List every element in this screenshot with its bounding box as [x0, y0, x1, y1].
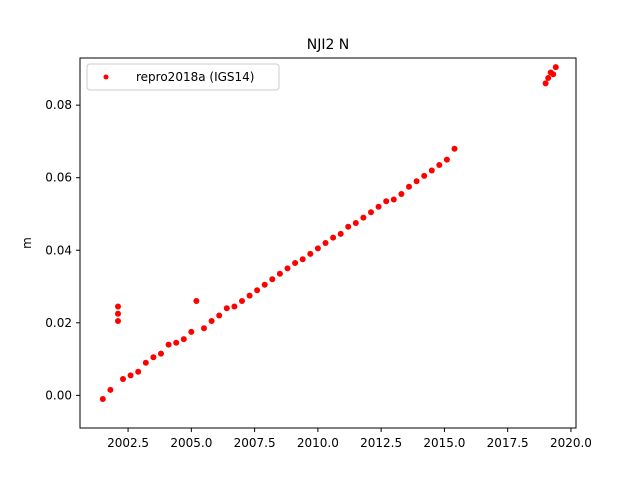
data-point: [99, 396, 106, 402]
data-point: [150, 354, 157, 361]
y-axis-label: m: [20, 237, 34, 249]
data-point: [383, 198, 390, 205]
data-point: [550, 71, 557, 78]
data-point: [180, 336, 187, 343]
data-point: [413, 178, 420, 185]
x-tick-label: 2005.0: [170, 436, 212, 450]
data-point: [208, 318, 215, 324]
data-point: [542, 80, 549, 87]
y-axis: 0.00 0.02 0.04 0.06 0.08: [45, 98, 80, 402]
data-point: [223, 305, 230, 312]
data-point: [115, 318, 121, 324]
data-point: [231, 303, 238, 310]
y-tick-label: 0.04: [45, 243, 72, 257]
data-point: [115, 303, 121, 310]
data-point: [127, 372, 134, 379]
legend-label: repro2018a (IGS14): [136, 70, 254, 84]
data-point: [322, 240, 329, 246]
y-tick-label: 0.06: [45, 171, 72, 185]
data-point: [254, 287, 261, 294]
data-point: [360, 214, 367, 221]
data-point: [120, 376, 126, 382]
y-tick-label: 0.00: [45, 388, 72, 402]
y-tick-label: 0.02: [45, 316, 72, 330]
data-point: [307, 250, 314, 257]
x-tick-label: 2002.5: [107, 436, 149, 450]
data-point: [173, 339, 180, 346]
y-tick-label: 0.08: [45, 98, 72, 112]
data-point: [436, 162, 443, 168]
data-point: [165, 341, 172, 348]
data-point: [552, 64, 559, 71]
data-point: [193, 298, 200, 304]
data-point: [269, 276, 276, 283]
legend-box: [86, 63, 280, 91]
data-point: [246, 292, 253, 299]
data-point: [299, 256, 306, 263]
data-point: [107, 386, 114, 393]
data-point: [352, 220, 359, 226]
chart-title: NJI2 N: [307, 37, 350, 53]
data-point: [451, 145, 458, 152]
data-point: [188, 328, 195, 335]
x-tick-label: 2020.0: [550, 436, 592, 450]
data-point: [443, 156, 450, 163]
data-point: [284, 265, 291, 272]
data-point: [261, 281, 268, 288]
data-point: [390, 196, 397, 203]
x-tick-label: 2017.5: [487, 436, 529, 450]
data-point: [239, 298, 245, 304]
legend: repro2018a (IGS14): [86, 63, 280, 91]
data-point: [406, 183, 412, 190]
x-tick-label: 2012.5: [360, 436, 402, 450]
data-point: [428, 167, 435, 174]
data-point: [135, 368, 142, 375]
data-points: [99, 64, 559, 402]
legend-marker: [103, 74, 109, 80]
plot-frame: [79, 57, 577, 429]
x-axis: 2002.5 2005.0 2007.5 2010.0 2012.5 2015.0 2017…: [107, 428, 592, 450]
data-point: [276, 270, 283, 277]
data-point: [292, 260, 299, 266]
data-point: [115, 310, 121, 317]
data-point: [142, 359, 149, 366]
data-point: [545, 75, 552, 81]
data-point: [314, 245, 321, 252]
x-tick-label: 2015.0: [423, 436, 465, 450]
data-point: [330, 234, 337, 241]
data-point: [158, 350, 164, 357]
data-point: [216, 312, 223, 319]
data-point: [398, 191, 405, 197]
data-point: [345, 223, 352, 230]
data-point: [375, 203, 382, 210]
data-point: [337, 230, 344, 237]
data-point: [201, 325, 207, 332]
data-point: [368, 209, 374, 216]
x-tick-label: 2007.5: [234, 436, 276, 450]
data-point: [421, 172, 428, 179]
x-tick-label: 2010.0: [297, 436, 339, 450]
